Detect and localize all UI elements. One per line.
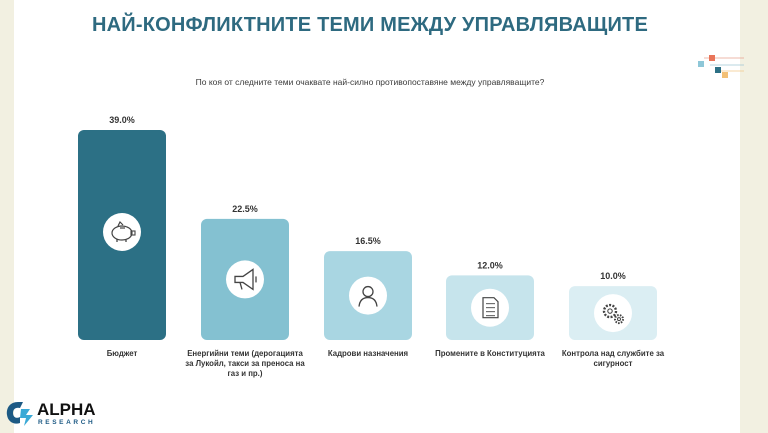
piggy-bank-icon [103, 213, 141, 251]
data-label: 16.5% [355, 236, 381, 246]
category-label: Промените в Конституцията [435, 349, 545, 358]
survey-question: По коя от следните теми очаквате най-сил… [195, 77, 545, 87]
category-label: Контрола над службите за сигурност [562, 349, 665, 368]
alpha-research-logo: ALPHA RESEARCH [6, 400, 96, 426]
decorative-squares-icon [698, 55, 744, 78]
category-label: Енергийни теми (дерогацията за Лукойл, та… [185, 349, 305, 378]
data-label: 10.0% [600, 271, 626, 281]
data-label: 22.5% [232, 204, 258, 214]
person-icon [349, 276, 387, 315]
category-label: Кадрови назначения [328, 349, 408, 358]
category-label: Бюджет [107, 349, 138, 358]
page-title: НАЙ-КОНФЛИКТНИТЕ ТЕМИ МЕЖДУ УПРАВЛЯВАЩИТ… [91, 14, 648, 36]
document-icon [471, 288, 509, 327]
logo-text: ALPHA [37, 400, 96, 419]
data-label: 12.0% [477, 260, 503, 270]
logo-subtext: RESEARCH [38, 419, 95, 426]
gears-icon [594, 294, 632, 333]
data-label: 39.0% [109, 115, 135, 125]
megaphone-icon [226, 260, 264, 299]
